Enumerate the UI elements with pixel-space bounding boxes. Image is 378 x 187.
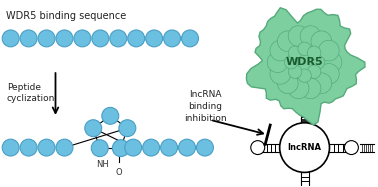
Circle shape: [146, 30, 163, 47]
Circle shape: [251, 141, 265, 154]
Circle shape: [181, 30, 198, 47]
Circle shape: [321, 52, 342, 73]
Circle shape: [298, 69, 311, 82]
Circle shape: [270, 64, 291, 84]
Circle shape: [288, 65, 302, 78]
Circle shape: [56, 139, 73, 156]
Circle shape: [164, 30, 181, 47]
Text: O: O: [116, 168, 122, 177]
Text: WDR5 binding sequence: WDR5 binding sequence: [6, 11, 126, 21]
Text: Peptide
cyclization: Peptide cyclization: [7, 83, 55, 103]
Circle shape: [311, 31, 332, 52]
Circle shape: [277, 73, 298, 94]
Circle shape: [319, 64, 339, 84]
Circle shape: [91, 140, 108, 157]
Circle shape: [119, 120, 136, 137]
Circle shape: [288, 78, 309, 99]
Circle shape: [161, 139, 178, 156]
Circle shape: [38, 30, 55, 47]
Circle shape: [267, 52, 288, 73]
Circle shape: [288, 46, 302, 59]
Circle shape: [277, 31, 298, 52]
Circle shape: [178, 139, 195, 156]
Circle shape: [307, 65, 321, 78]
Circle shape: [38, 139, 55, 156]
Circle shape: [2, 139, 19, 156]
Circle shape: [143, 139, 160, 156]
Circle shape: [74, 30, 91, 47]
Circle shape: [20, 30, 37, 47]
Circle shape: [102, 107, 119, 124]
Circle shape: [311, 73, 332, 94]
Circle shape: [112, 140, 129, 157]
Circle shape: [20, 139, 37, 156]
Text: lncRNA
binding
inhibition: lncRNA binding inhibition: [184, 90, 226, 123]
Text: WDR5: WDR5: [286, 57, 324, 67]
Text: NH: NH: [96, 160, 109, 169]
Circle shape: [92, 30, 109, 47]
Polygon shape: [246, 8, 365, 125]
Circle shape: [300, 78, 321, 99]
Circle shape: [2, 30, 19, 47]
Circle shape: [307, 46, 321, 59]
Circle shape: [300, 26, 321, 46]
Circle shape: [197, 139, 214, 156]
Circle shape: [280, 123, 330, 172]
Circle shape: [319, 40, 339, 61]
Circle shape: [125, 139, 142, 156]
Circle shape: [128, 30, 145, 47]
Circle shape: [284, 56, 298, 69]
Circle shape: [311, 56, 325, 69]
Circle shape: [344, 141, 358, 154]
Circle shape: [56, 30, 73, 47]
Circle shape: [110, 30, 127, 47]
Text: lncRNA: lncRNA: [288, 143, 322, 152]
Circle shape: [85, 120, 102, 137]
Circle shape: [270, 40, 291, 61]
Circle shape: [288, 26, 309, 46]
Circle shape: [298, 42, 311, 56]
